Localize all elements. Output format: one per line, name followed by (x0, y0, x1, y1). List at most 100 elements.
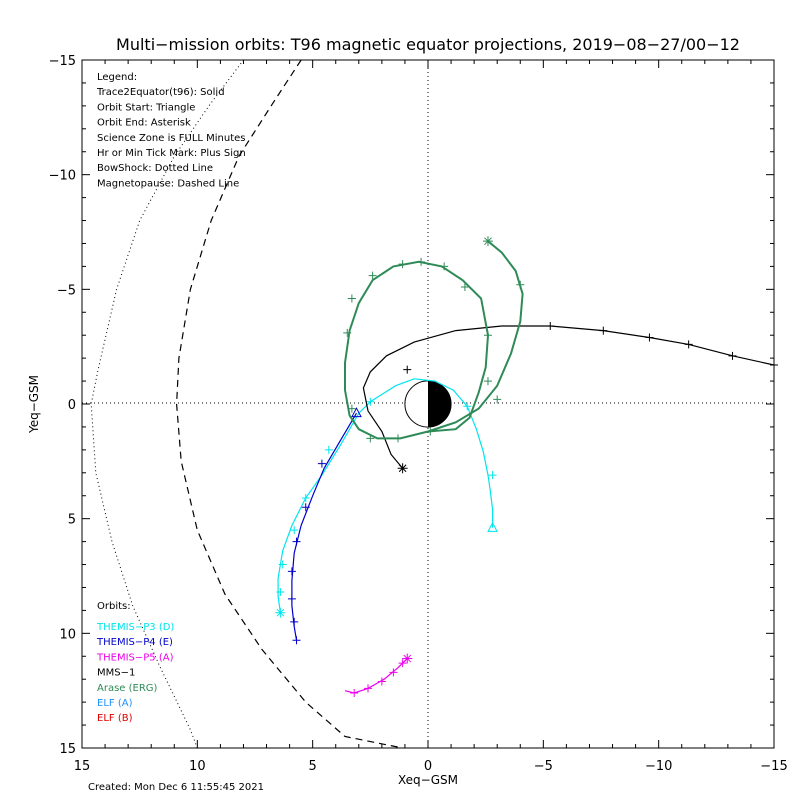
y-tick-label: −15 (49, 54, 76, 69)
orbit-tick-mark (301, 503, 310, 512)
orbit-legend: Orbits: THEMIS−P3 (D) THEMIS−P4 (E) THEMIS−… (96, 601, 174, 724)
x-tick-label: 10 (189, 759, 206, 774)
orbit-legend-item: MMS−1 (97, 668, 135, 679)
legend-line: Science Zone is FULL Minutes (97, 133, 246, 144)
x-axis-label: Xeq−GSM (398, 773, 458, 787)
created-stamp: Created: Mon Dec 6 11:55:45 2021 (88, 782, 264, 793)
orbit-tick-mark (290, 526, 299, 535)
orbit-tick-mark (599, 326, 608, 335)
orbit-tick-mark (301, 494, 310, 503)
orbit-tick-mark (389, 668, 398, 677)
y-tick-label: 10 (59, 627, 76, 642)
orbit-end-marker (397, 463, 408, 474)
text-layer: Multi−mission orbits: T96 magnetic equat… (27, 35, 740, 793)
orbit-trace-line (291, 412, 358, 641)
orbit-tick-mark (292, 636, 301, 645)
boundary-layer (90, 59, 403, 749)
y-tick-label: −10 (49, 169, 76, 184)
orbit-tick-mark (343, 328, 352, 337)
orbit-tick-mark (483, 331, 492, 340)
y-tick-label: 15 (59, 742, 76, 757)
orbit-tick-mark (364, 684, 373, 693)
y-axis-label: Yeq−GSM (27, 375, 41, 434)
orbit-tick-mark (324, 445, 333, 454)
magnetopause-line (175, 59, 403, 749)
orbit-series (343, 236, 525, 443)
orbit-series (275, 378, 498, 618)
orbit-tick-mark (516, 280, 525, 289)
legend-line: BowShock: Dotted Line (97, 163, 213, 174)
x-tick-label: −5 (534, 759, 553, 774)
orbit-tick-mark (398, 659, 407, 668)
chart-title: Multi−mission orbits: T96 magnetic equat… (116, 35, 740, 54)
y-tick-label: 0 (68, 398, 76, 413)
orbit-series (362, 322, 778, 474)
orbit-tick-mark (394, 434, 403, 443)
orbit-tick-mark (347, 404, 356, 413)
legend-line: Orbit Start: Triangle (97, 102, 195, 113)
orbit-tick-mark (645, 333, 654, 342)
y-tick-label: −5 (57, 283, 76, 298)
orbit-tick-mark (488, 471, 497, 480)
orbit-legend-item: ELF (A) (97, 698, 133, 709)
earth-layer (404, 380, 452, 428)
orbit-tick-mark (426, 427, 435, 436)
orbit-tick-mark (377, 677, 386, 686)
orbit-legend-item: THEMIS−P5 (A) (96, 652, 174, 663)
orbit-tick-mark (440, 262, 449, 271)
orbit-end-marker (482, 236, 493, 247)
orbit-tick-mark (546, 322, 555, 331)
orbit-series (287, 407, 362, 645)
orbit-legend-item: THEMIS−P4 (E) (96, 637, 173, 648)
x-tick-label: −10 (645, 759, 672, 774)
orbit-tick-mark (278, 560, 287, 569)
orbit-tick-mark (287, 594, 296, 603)
orbit-tick-mark (728, 351, 737, 360)
orbit-tick-mark (350, 688, 359, 697)
orbit-start-marker (351, 407, 362, 418)
orbit-legend-item: THEMIS−P3 (D) (96, 622, 174, 633)
orbit-tick-mark (368, 271, 377, 280)
orbit-trace-line (277, 378, 494, 613)
bowshock-line (90, 59, 244, 749)
orbit-tick-mark (493, 395, 502, 404)
legend-line: Magnetopause: Dashed Line (97, 178, 239, 189)
legend: Legend: Trace2Equator(t96): Solid Orbit St… (96, 72, 246, 189)
orbit-tick-mark (366, 434, 375, 443)
series-layer (275, 236, 778, 697)
orbit-legend-item: ELF (B) (97, 713, 133, 724)
orbit-tick-mark (483, 377, 492, 386)
x-tick-label: −15 (760, 759, 787, 774)
orbit-legend-title: Orbits: (97, 601, 131, 612)
orbit-tick-mark (276, 588, 285, 597)
orbit-trace-line (344, 240, 524, 440)
orbit-legend-item: Arase (ERG) (97, 683, 158, 694)
orbit-tick-mark (460, 283, 469, 292)
orbit-tick-mark (290, 617, 299, 626)
orbit-tick-mark (347, 294, 356, 303)
earth-nightside (428, 380, 452, 428)
orbit-tick-mark (463, 402, 472, 411)
orbit-end-marker (275, 607, 286, 618)
orbit-tick-mark (403, 365, 412, 374)
orbit-start-marker (487, 521, 498, 532)
x-tick-label: 15 (74, 759, 91, 774)
x-tick-label: 5 (309, 759, 317, 774)
y-tick-label: 5 (68, 513, 76, 528)
orbit-tick-mark (366, 397, 375, 406)
orbit-series (344, 653, 413, 697)
legend-line: Legend: (97, 72, 137, 83)
legend-line: Trace2Equator(t96): Solid (96, 87, 225, 98)
legend-line: Orbit End: Asterisk (97, 118, 191, 129)
orbit-tick-mark (287, 567, 296, 576)
orbit-tick-mark (770, 361, 778, 370)
orbit-tick-mark (684, 340, 693, 349)
orbit-end-marker (402, 653, 413, 664)
orbit-trace-line (362, 325, 775, 469)
legend-line: Hr or Min Tick Mark: Plus Sign (97, 148, 246, 159)
orbit-tick-mark (317, 459, 326, 468)
x-tick-label: 0 (424, 759, 432, 774)
orbit-tick-mark (417, 257, 426, 266)
orbit-tick-mark (398, 260, 407, 269)
